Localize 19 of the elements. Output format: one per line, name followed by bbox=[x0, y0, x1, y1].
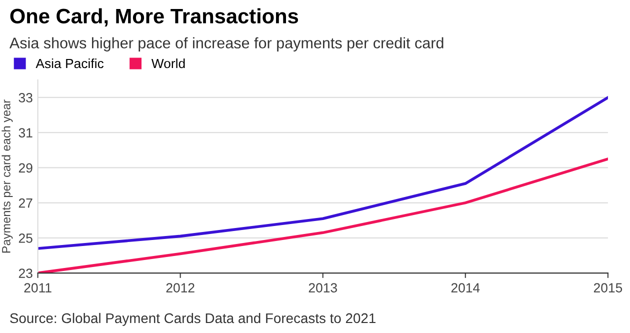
chart-title: One Card, More Transactions bbox=[10, 8, 298, 27]
legend-label: World bbox=[151, 58, 185, 68]
line-series bbox=[38, 96, 608, 250]
x-tick-label: 2012 bbox=[166, 283, 194, 292]
y-tick-label: 29 bbox=[18, 163, 32, 173]
chart-subtitle: Asia shows higher pace of increase for payments per credit card bbox=[9, 37, 444, 52]
x-tick-label: 2014 bbox=[451, 283, 480, 292]
line-series bbox=[38, 158, 608, 274]
x-tick-label: 2015 bbox=[594, 283, 622, 292]
y-tick-label: 31 bbox=[18, 128, 32, 138]
y-tick-label: 23 bbox=[18, 268, 32, 278]
legend-label: Asia Pacific bbox=[36, 58, 104, 68]
x-tick-label: 2013 bbox=[308, 283, 337, 292]
x-tick-label: 2011 bbox=[24, 283, 52, 292]
y-tick-label: 27 bbox=[18, 198, 32, 208]
y-axis-title: Payments per card each year bbox=[2, 100, 13, 253]
y-tick-label: 25 bbox=[18, 234, 32, 243]
source-note: Source: Global Payment Cards Data and Forecasts to 2021 bbox=[10, 312, 376, 326]
y-tick-label: 33 bbox=[18, 93, 32, 102]
